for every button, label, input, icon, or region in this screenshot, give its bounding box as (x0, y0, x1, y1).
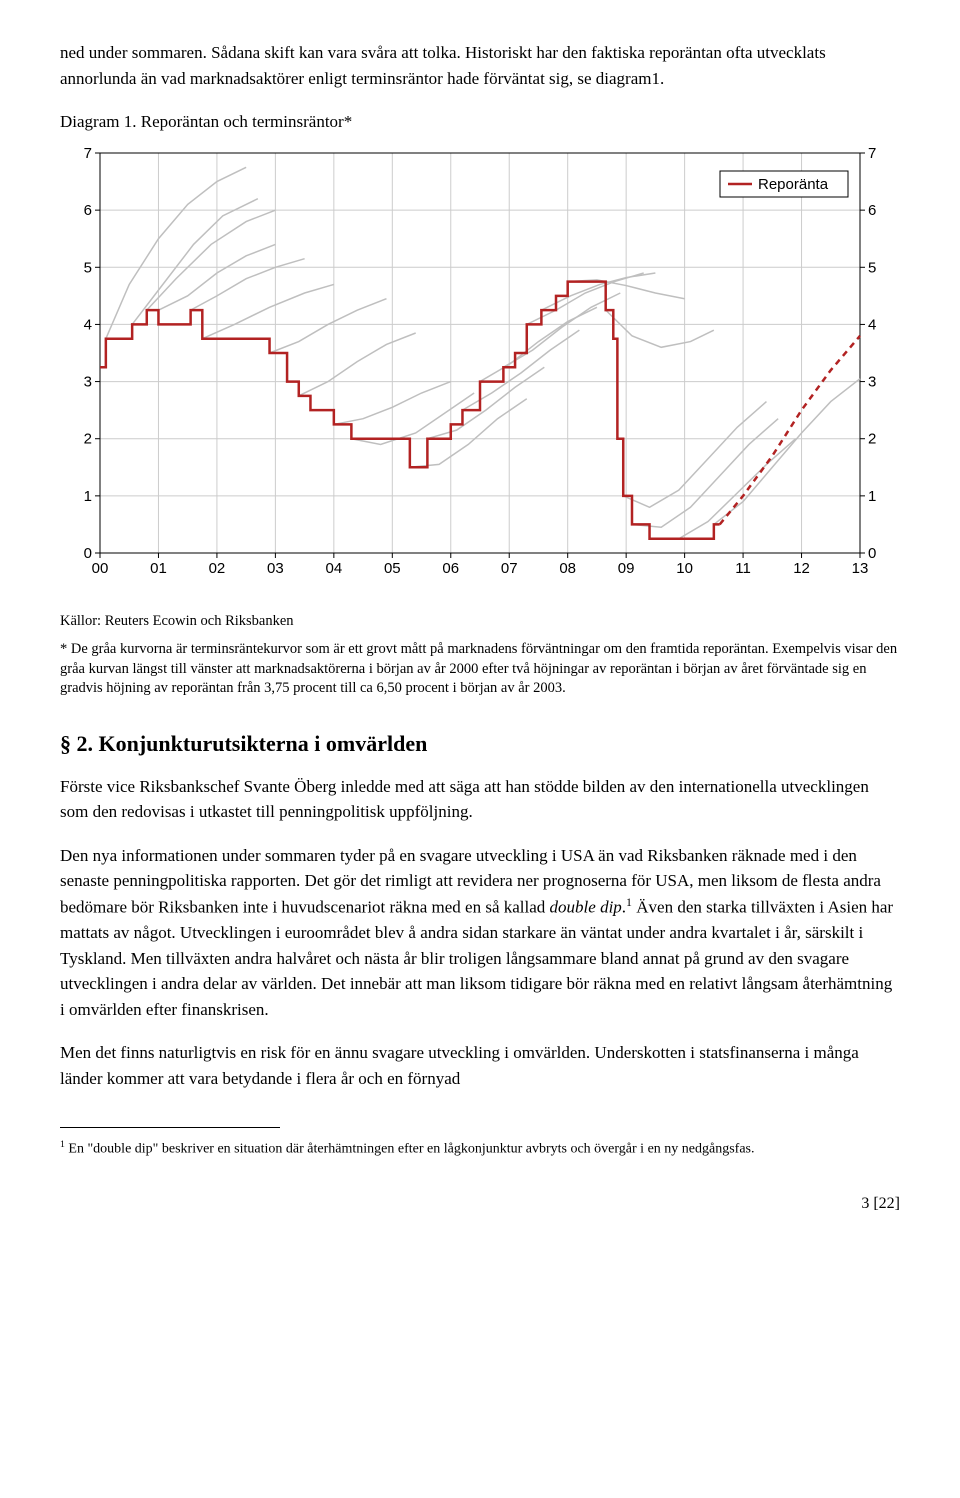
svg-text:11: 11 (735, 560, 751, 577)
svg-text:1: 1 (868, 487, 876, 504)
svg-text:5: 5 (868, 259, 876, 276)
svg-text:7: 7 (868, 145, 876, 162)
footnote-separator (60, 1127, 280, 1128)
svg-text:0: 0 (868, 545, 876, 562)
svg-text:09: 09 (618, 560, 635, 577)
footnote-1-text: En "double dip" beskriver en situation d… (65, 1142, 755, 1157)
svg-text:04: 04 (326, 560, 343, 577)
svg-text:10: 10 (676, 560, 693, 577)
svg-text:2: 2 (868, 430, 876, 447)
svg-text:6: 6 (84, 202, 92, 219)
p3-italic: double dip (550, 898, 622, 917)
svg-text:00: 00 (92, 560, 109, 577)
chart-svg: 0011223344556677000102030405060708091011… (60, 143, 900, 583)
svg-text:1: 1 (84, 487, 92, 504)
svg-text:Reporänta: Reporänta (758, 176, 829, 193)
chart-container: 0011223344556677000102030405060708091011… (60, 143, 900, 591)
body-paragraph-4: Men det finns naturligtvis en risk för e… (60, 1040, 900, 1091)
svg-text:5: 5 (84, 259, 92, 276)
svg-text:07: 07 (501, 560, 518, 577)
chart-title: Diagram 1. Reporäntan och terminsräntor* (60, 109, 900, 135)
svg-text:3: 3 (84, 373, 92, 390)
page-number: 3 (861, 1195, 869, 1212)
section-2-heading: § 2. Konjunkturutsikterna i omvärlden (60, 727, 900, 760)
svg-text:06: 06 (442, 560, 459, 577)
body-paragraph-2: Förste vice Riksbankschef Svante Öberg i… (60, 774, 900, 825)
chart-source: Källor: Reuters Ecowin och Riksbanken (60, 611, 900, 633)
svg-text:02: 02 (209, 560, 226, 577)
svg-text:03: 03 (267, 560, 284, 577)
svg-text:6: 6 (868, 202, 876, 219)
svg-text:12: 12 (793, 560, 810, 577)
svg-text:4: 4 (868, 316, 876, 333)
page-total: [22] (873, 1195, 900, 1212)
svg-text:08: 08 (559, 560, 576, 577)
page-footer: 3 [22] (60, 1192, 900, 1216)
svg-text:4: 4 (84, 316, 92, 333)
svg-text:05: 05 (384, 560, 401, 577)
svg-text:2: 2 (84, 430, 92, 447)
svg-text:13: 13 (852, 560, 869, 577)
body-paragraph-3: Den nya informationen under sommaren tyd… (60, 843, 900, 1022)
chart-note: * De gråa kurvorna är terminsräntekurvor… (60, 640, 900, 699)
body-paragraph-1: ned under sommaren. Sådana skift kan var… (60, 40, 900, 91)
footnote-1: 1 En "double dip" beskriver en situation… (60, 1136, 900, 1162)
svg-text:7: 7 (84, 145, 92, 162)
svg-text:3: 3 (868, 373, 876, 390)
svg-text:01: 01 (150, 560, 167, 577)
